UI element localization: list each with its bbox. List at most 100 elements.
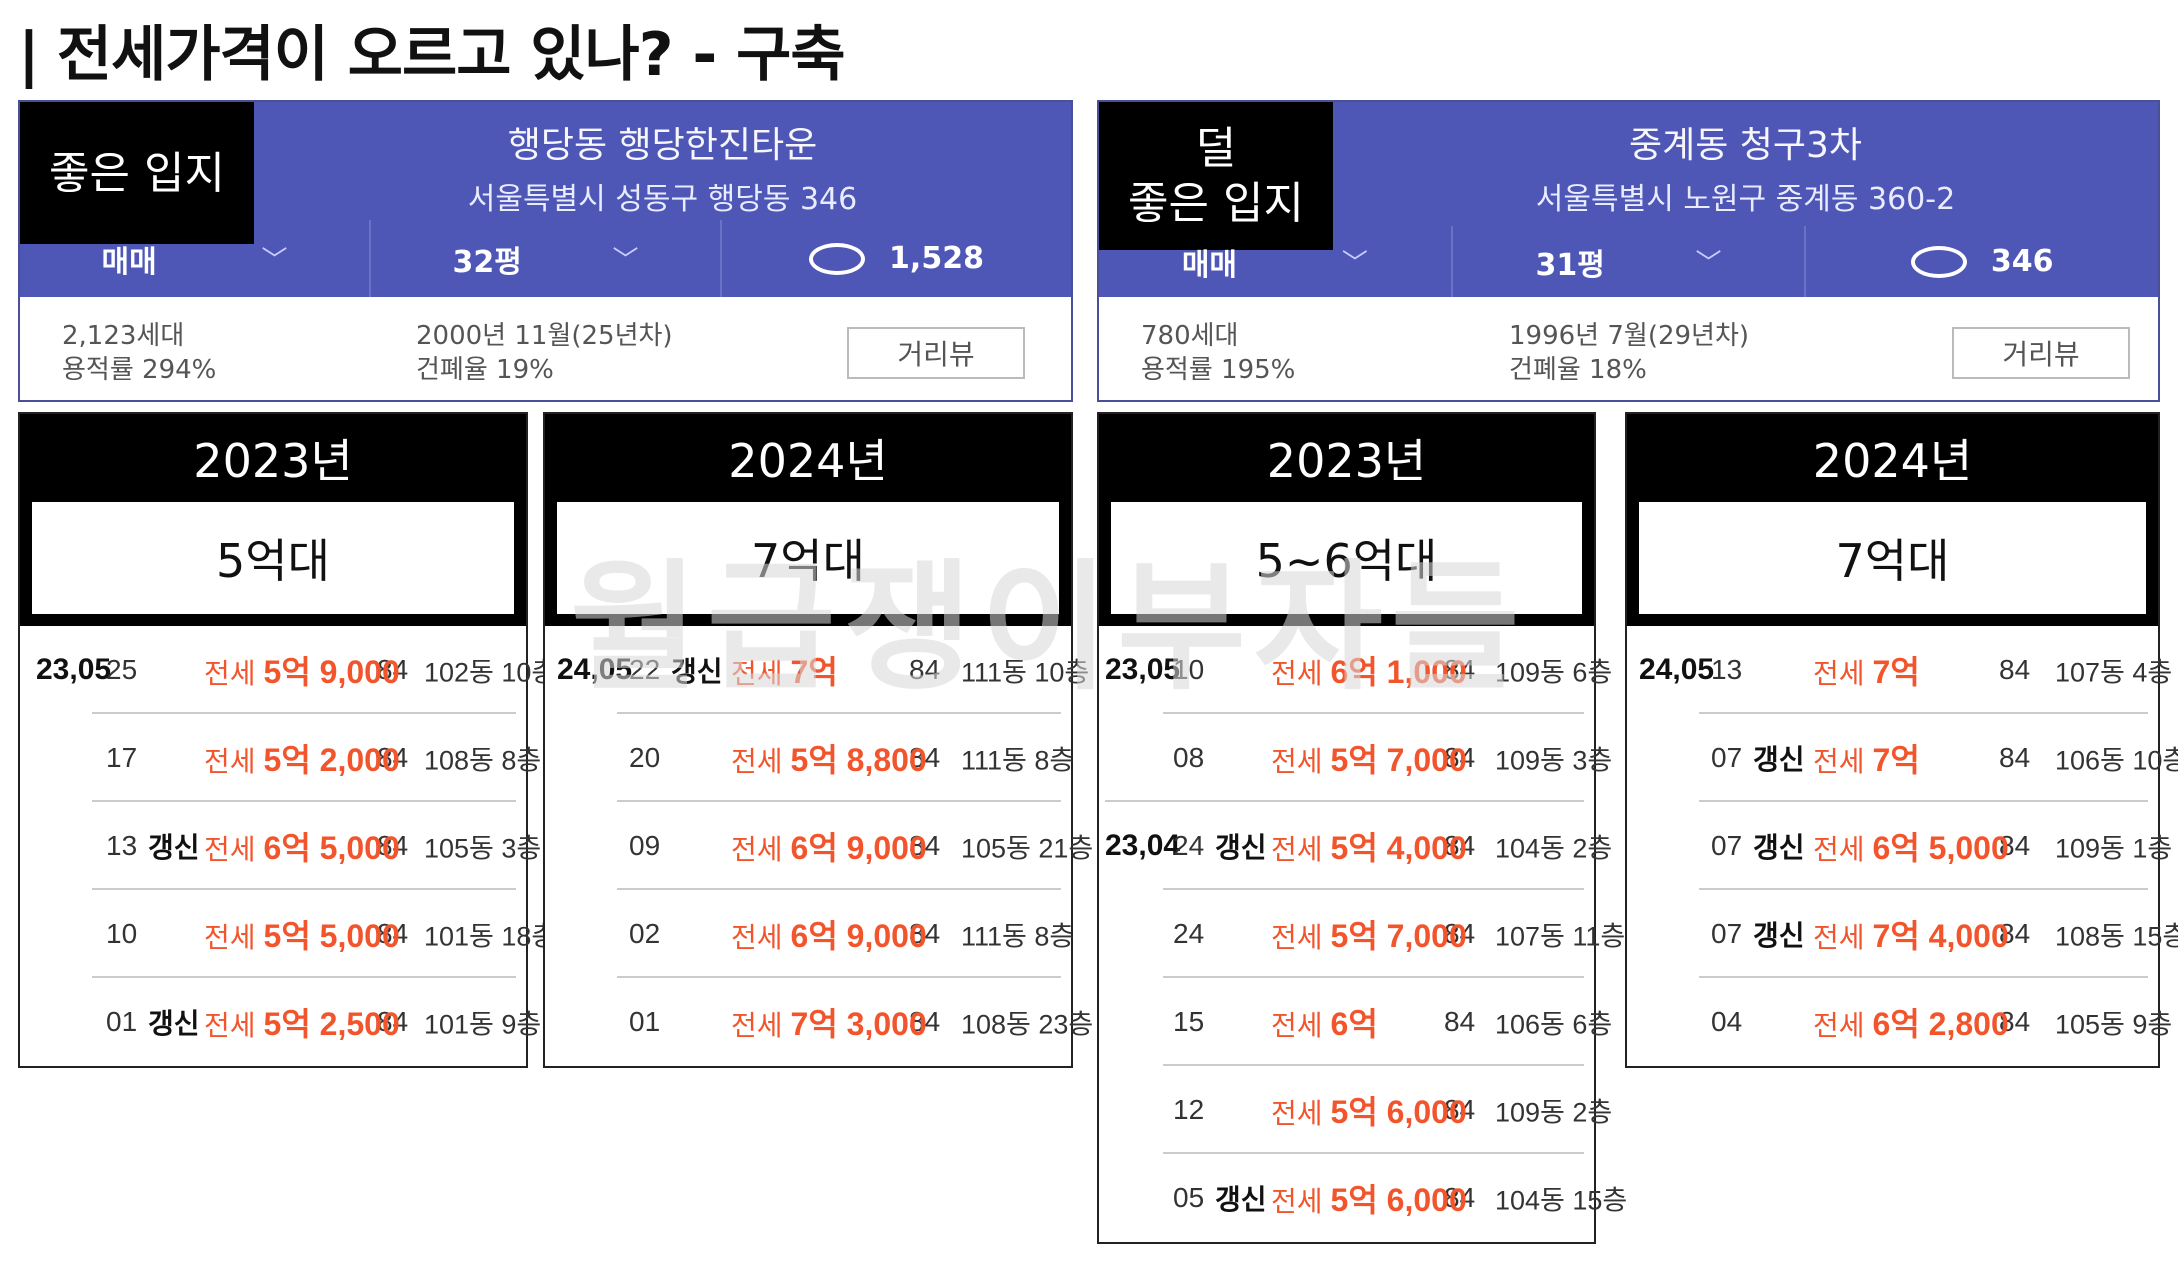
size-select[interactable]: 31평 ﹀ xyxy=(1453,226,1807,297)
deal-day: 12 xyxy=(1173,1094,1205,1125)
apartment-card-junggye: 덜 좋은 입지 중계동 청구3차 서울특별시 노원구 중계동 360-2 매매 … xyxy=(1097,100,2160,402)
renewal-tag: 갱신 xyxy=(148,1008,200,1039)
year-panel: 2023년 5억대 23,05 25 84 102동 10층 전세 5억 9,000 17 84 1… xyxy=(18,412,556,1068)
deal-amount: 5억 7,000 xyxy=(1330,742,1467,778)
built-date: 1996년 7월(29년차) xyxy=(1509,321,1750,351)
price-range-label: 5~6억대 xyxy=(1105,502,1588,620)
apartment-address: 서울특별시 노원구 중계동 360-2 xyxy=(1535,182,1956,217)
row-divider xyxy=(617,888,1061,890)
deal-row: 04 84 105동 9층 전세 6억 2,800 xyxy=(1627,978,2172,1066)
deal-month: 23,05 xyxy=(1105,653,1181,686)
row-divider xyxy=(92,800,516,802)
deal-amount: 5억 6,000 xyxy=(1330,1182,1467,1218)
deal-day: 04 xyxy=(1711,1006,1743,1037)
deal-row: 13 갱신 84 105동 3층 전세 6억 5,000 xyxy=(20,802,541,890)
building-coverage-ratio: 건폐율 19% xyxy=(416,355,554,385)
deal-unit: 104동 2층 xyxy=(1495,833,1613,864)
comments-button[interactable]: 346 xyxy=(1806,226,2158,297)
deal-type-select[interactable]: 매매 ﹀ xyxy=(20,220,371,297)
deal-area: 84 xyxy=(1999,654,2031,685)
size-select[interactable]: 32평 ﹀ xyxy=(371,220,722,297)
deal-amount: 5억 2,000 xyxy=(263,742,400,778)
deal-day: 01 xyxy=(629,1006,661,1037)
price-range-label: 7억대 xyxy=(1633,502,2152,620)
deal-amount: 6억 9,000 xyxy=(790,830,927,866)
deal-price: 전세 6억 9,000 xyxy=(731,911,927,957)
deal-area: 84 xyxy=(1999,1006,2031,1037)
deal-area: 84 xyxy=(1999,742,2031,773)
info-middle: 2000년 11월(25년차) 건폐율 19% xyxy=(416,319,673,387)
deal-unit: 109동 3층 xyxy=(1495,745,1613,776)
deal-area: 84 xyxy=(1444,1182,1476,1213)
deal-amount: 7억 4,000 xyxy=(1872,918,2009,954)
info-left: 2,123세대 용적률 294% xyxy=(62,319,216,387)
deal-row: 09 84 105동 21층 전세 6억 9,000 xyxy=(545,802,1093,890)
deal-kind: 전세 xyxy=(204,658,256,689)
deal-row: 10 84 101동 18층 전세 5억 5,000 xyxy=(20,890,556,978)
deal-price: 전세 6억 9,000 xyxy=(731,823,927,869)
deal-unit: 109동 1층 xyxy=(2055,833,2173,864)
deal-day: 13 xyxy=(106,830,138,861)
deal-row: 02 84 111동 8층 전세 6억 9,000 xyxy=(545,890,1074,978)
deal-kind: 전세 xyxy=(1813,922,1865,953)
deal-unit: 109동 2층 xyxy=(1495,1097,1613,1128)
year-panel: 2023년 5~6억대 23,05 10 84 109동 6층 전세 6억 1,000 08 84… xyxy=(1097,412,1627,1244)
deal-area: 84 xyxy=(909,830,941,861)
deal-price: 전세 5억 8,800 xyxy=(731,735,927,781)
deal-row: 23,04 24 갱신 84 104동 2층 전세 5억 4,000 xyxy=(1099,802,1612,890)
deal-price: 전세 7억 xyxy=(1813,735,1920,781)
deal-price: 전세 5억 2,500 xyxy=(204,999,400,1045)
deal-kind: 전세 xyxy=(731,1010,783,1041)
deal-amount: 6억 9,000 xyxy=(790,918,927,954)
deal-price: 전세 5억 6,000 xyxy=(1271,1087,1467,1133)
deal-row: 07 갱신 84 106동 10층 전세 7억 xyxy=(1627,714,2178,802)
price-band-frame: 5억대 xyxy=(20,502,526,626)
deal-day: 10 xyxy=(106,918,138,949)
deal-kind: 전세 xyxy=(1271,834,1323,865)
deal-day: 15 xyxy=(1173,1006,1205,1037)
deal-row: 24 84 107동 11층 전세 5억 7,000 xyxy=(1099,890,1625,978)
deal-type-label: 매매 xyxy=(101,244,157,280)
road-view-button[interactable]: 거리뷰 xyxy=(1952,327,2130,379)
apartment-header: 덜 좋은 입지 중계동 청구3차 서울특별시 노원구 중계동 360-2 매매 … xyxy=(1099,102,2158,297)
renewal-tag: 갱신 xyxy=(1753,744,1805,775)
deal-row: 20 84 111동 8층 전세 5억 8,800 xyxy=(545,714,1074,802)
row-divider xyxy=(1163,976,1584,978)
deal-kind: 전세 xyxy=(731,746,783,777)
renewal-tag: 갱신 xyxy=(671,656,723,687)
deal-row: 08 84 109동 3층 전세 5억 7,000 xyxy=(1099,714,1612,802)
deal-amount: 5억 7,000 xyxy=(1330,918,1467,954)
deal-amount: 7억 xyxy=(1872,742,1920,778)
comments-button[interactable]: 1,528 xyxy=(722,220,1071,297)
deal-area: 84 xyxy=(377,1006,409,1037)
row-divider xyxy=(617,800,1061,802)
row-divider xyxy=(1163,1064,1584,1066)
deal-unit: 111동 10층 xyxy=(961,657,1090,688)
deal-row: 01 갱신 84 101동 9층 전세 5억 2,500 xyxy=(20,978,541,1066)
deal-row: 05 갱신 84 104동 15층 전세 5억 6,000 xyxy=(1099,1154,1627,1242)
deal-day: 05 xyxy=(1173,1182,1205,1213)
road-view-button[interactable]: 거리뷰 xyxy=(847,327,1025,379)
deal-day: 10 xyxy=(1173,654,1205,685)
deal-day: 07 xyxy=(1711,830,1743,861)
deal-month: 24,05 xyxy=(557,653,633,686)
deal-row: 12 84 109동 2층 전세 5억 6,000 xyxy=(1099,1066,1612,1154)
deal-amount: 5억 4,000 xyxy=(1330,830,1467,866)
deal-type-select[interactable]: 매매 ﹀ xyxy=(1099,226,1453,297)
apartment-card-haengdang: 좋은 입지 행당동 행당한진타운 서울특별시 성동구 행당동 346 매매 ﹀ … xyxy=(18,100,1073,402)
row-divider xyxy=(1163,712,1584,714)
deal-day: 07 xyxy=(1711,918,1743,949)
row-divider xyxy=(617,976,1061,978)
apartment-name: 중계동 청구3차 xyxy=(1628,125,1863,166)
floor-area-ratio: 용적률 294% xyxy=(62,355,217,385)
deal-price: 전세 6억 xyxy=(1271,999,1378,1045)
deal-area: 84 xyxy=(909,742,941,773)
deal-price: 전세 5억 9,000 xyxy=(204,647,400,693)
deal-amount: 5억 5,000 xyxy=(263,918,400,954)
deal-price: 전세 5억 2,000 xyxy=(204,735,400,781)
location-badge: 덜 좋은 입지 xyxy=(1099,102,1333,250)
deal-kind: 전세 xyxy=(1271,922,1323,953)
title-bar: | xyxy=(18,20,40,90)
year-panel: 2024년 7억대 24,05 13 84 107동 4층 전세 7억 07 갱신 84 106동 1… xyxy=(1625,412,2178,1068)
renewal-tag: 갱신 xyxy=(148,832,200,863)
